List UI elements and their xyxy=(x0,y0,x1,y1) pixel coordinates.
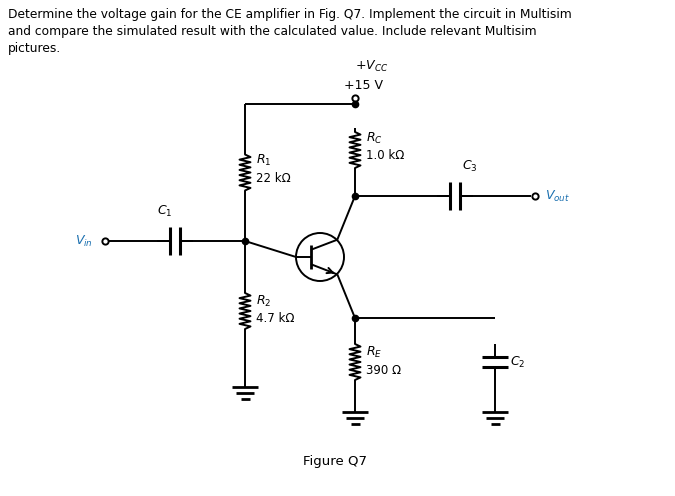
Text: $C_3$: $C_3$ xyxy=(462,159,478,174)
Text: 390 Ω: 390 Ω xyxy=(366,364,401,376)
Text: $R_E$: $R_E$ xyxy=(366,344,382,360)
Text: 4.7 kΩ: 4.7 kΩ xyxy=(256,312,294,325)
Text: $V_{in}$: $V_{in}$ xyxy=(75,234,93,248)
Text: Determine the voltage gain for the CE amplifier in Fig. Q7. Implement the circui: Determine the voltage gain for the CE am… xyxy=(8,8,572,55)
Text: $R_1$: $R_1$ xyxy=(256,153,271,168)
Text: $R_C$: $R_C$ xyxy=(366,130,383,145)
Text: 22 kΩ: 22 kΩ xyxy=(256,172,291,185)
Text: $C_1$: $C_1$ xyxy=(157,204,173,219)
Text: $V_{out}$: $V_{out}$ xyxy=(545,188,570,203)
Text: 1.0 kΩ: 1.0 kΩ xyxy=(366,149,404,163)
Text: Figure Q7: Figure Q7 xyxy=(303,454,367,468)
Text: $R_2$: $R_2$ xyxy=(256,294,271,309)
Text: $C_2$: $C_2$ xyxy=(510,355,525,370)
Text: $+V_{CC}$: $+V_{CC}$ xyxy=(356,59,389,74)
Text: +15 V: +15 V xyxy=(344,79,383,92)
